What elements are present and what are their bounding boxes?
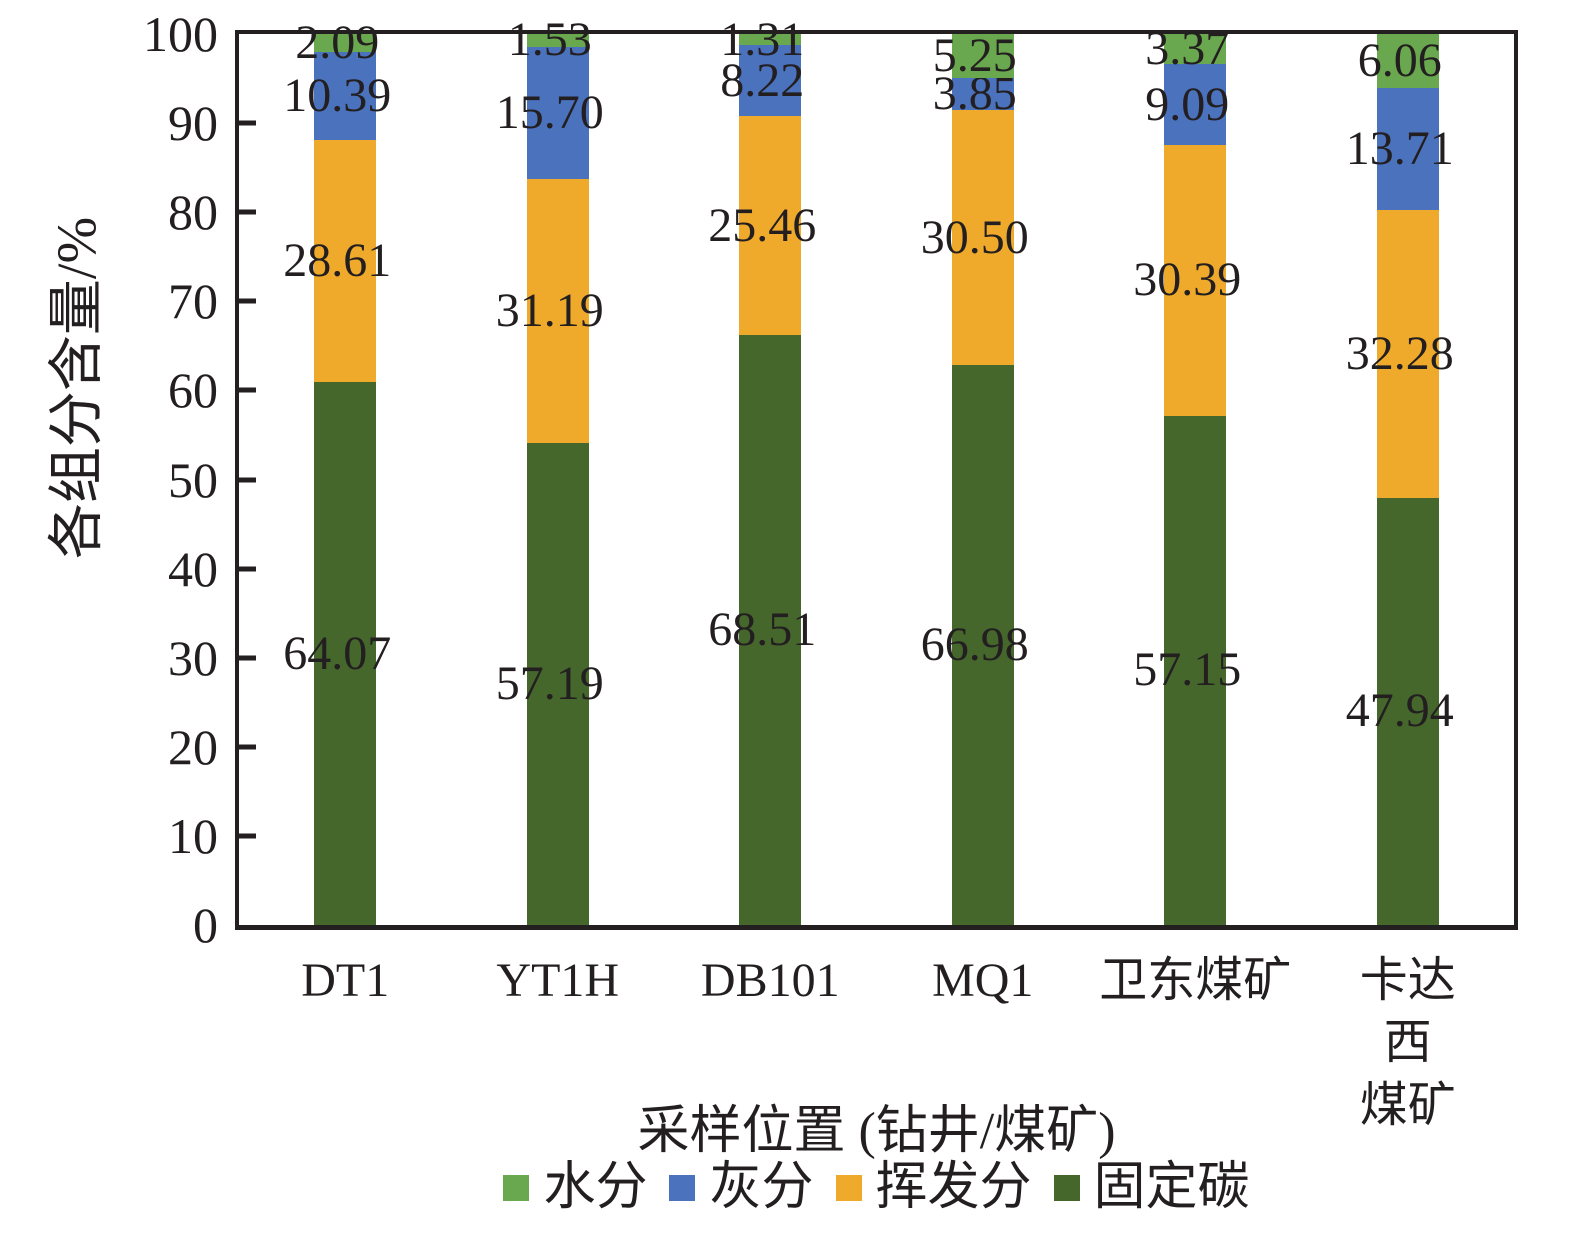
value-label: 5.25 [932,28,1017,82]
legend-item: 固定碳 [1053,1159,1250,1216]
x-category-label: DT1 [301,954,390,1007]
bar-segment [1376,34,1439,88]
value-label: 25.46 [708,198,817,252]
bar-segment [526,46,589,180]
legend-swatch [503,1175,530,1201]
bar-segment [951,110,1014,366]
y-tick-mark [239,298,256,304]
x-axis-category-labels: DT1 YT1H DB101 MQ1 卫东煤矿 卡达西 煤矿 [235,950,1518,1132]
y-tick-mark [239,833,256,839]
y-tick-label: 70 [168,273,218,330]
bar-segment [739,45,802,117]
bar-segment [951,365,1014,925]
value-label: 1.53 [507,13,592,67]
bar-segment [739,34,802,46]
y-tick-label: 0 [193,897,218,953]
y-tick-mark [239,120,256,126]
legend-swatch [835,1175,862,1201]
bar-segment [1164,34,1227,65]
value-label: 9.09 [1145,77,1230,131]
bar-segment [951,34,1014,78]
y-tick-label: 80 [168,184,218,241]
plot-area: 64.07 28.61 10.39 2.09 57.19 31.19 15.70 1.53 68… [235,15,1518,930]
value-label: 6.06 [1357,34,1442,87]
value-label: 13.71 [1345,122,1454,176]
value-label: 28.61 [283,233,392,287]
y-tick-mark [239,566,256,572]
x-category-label: 卡达西 煤矿 [1359,954,1456,1132]
y-tick-mark [239,387,256,393]
y-tick-mark [239,655,256,661]
legend-item: 灰分 [669,1159,814,1216]
value-label: 31.19 [495,283,604,337]
bar-segment [314,51,377,140]
bar-segment [1376,210,1439,498]
legend-label: 灰分 [709,1159,814,1216]
x-category-label: MQ1 [932,954,1034,1007]
x-category-label: DB101 [700,954,840,1007]
bar-segment [1164,415,1227,925]
value-label: 10.39 [283,68,392,122]
value-label: 8.22 [720,53,805,107]
x-category-label: 卫东煤矿 [1099,954,1292,1007]
value-label: 57.19 [495,656,604,710]
bar-segment [1164,64,1227,146]
bar-segment [526,179,589,443]
legend-swatch [669,1175,696,1201]
value-label: 64.07 [283,626,392,680]
bar-segment [739,335,802,925]
legend-label: 固定碳 [1093,1159,1250,1216]
y-axis-tick-labels: 0 10 20 30 40 50 60 70 80 90 100 [0,9,218,950]
x-axis-title: 采样位置 (钻井/煤矿) [637,1103,1116,1160]
value-label: 30.50 [920,210,1029,264]
value-label: 1.31 [720,12,805,66]
value-label: 2.09 [295,15,380,69]
y-tick-label: 50 [168,451,218,508]
legend-item: 挥发分 [835,1159,1032,1216]
bar-segment [526,34,589,47]
bar-segment [1376,88,1439,211]
bar-segment [1376,497,1439,925]
y-tick-label: 100 [143,6,218,62]
value-label: 3.37 [1145,22,1230,75]
value-label: 66.98 [920,618,1029,672]
y-tick-mark [239,744,256,750]
legend-item: 水分 [503,1162,647,1214]
y-tick-label: 10 [168,807,218,864]
value-label: 30.39 [1133,253,1242,307]
value-label: 57.15 [1133,643,1242,697]
value-label: 68.51 [708,603,817,657]
value-label: 32.28 [1345,326,1454,380]
bar-segment [951,77,1014,111]
legend-label: 水分 [543,1159,648,1216]
bar-segment [314,139,377,383]
y-tick-label: 20 [168,718,218,775]
bar-segment [1164,145,1227,416]
y-tick-label: 40 [168,540,218,597]
bar-segment [526,442,589,925]
bar-segment [739,116,802,336]
bar-segment [314,382,377,925]
y-tick-mark [239,209,256,215]
y-tick-mark [239,477,256,482]
legend-label: 挥发分 [875,1159,1032,1216]
y-tick-label: 30 [168,629,218,686]
legend-swatch [1053,1175,1080,1201]
y-tick-label: 60 [168,362,218,419]
value-label: 15.70 [495,86,604,140]
x-category-label: YT1H [496,954,620,1007]
value-label: 47.94 [1345,684,1454,738]
y-tick-label: 90 [168,95,218,152]
bar-segment [314,34,377,52]
legend: 水分 灰分 挥发分 固定碳 [235,1162,1518,1214]
